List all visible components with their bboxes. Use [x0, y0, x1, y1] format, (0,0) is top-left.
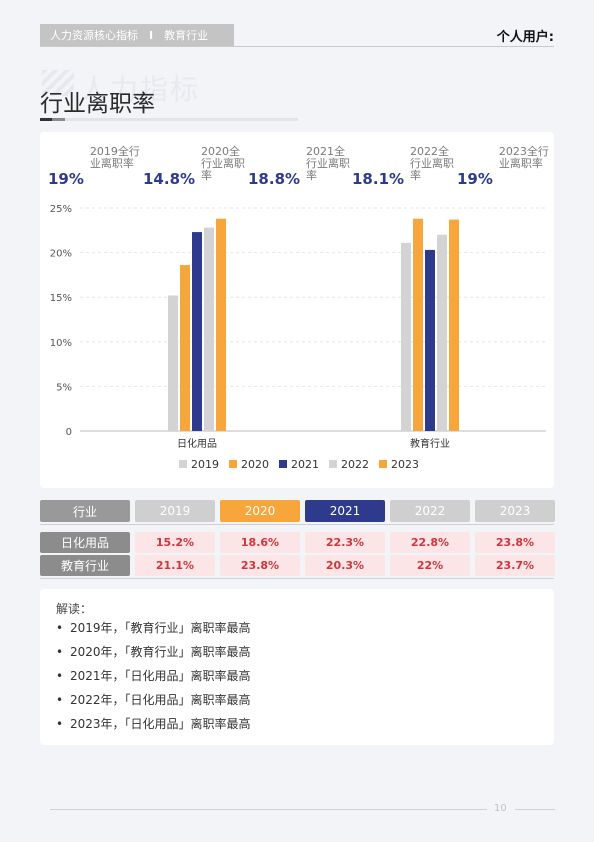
- table-divider: [40, 524, 554, 525]
- insight-text: 2021年，「日化用品」离职率最高: [70, 669, 251, 683]
- insight-title: 解读：: [56, 602, 93, 616]
- bar: [192, 232, 202, 431]
- page-title: 行业离职率: [40, 91, 155, 117]
- table-cell: 20.3%: [305, 555, 385, 576]
- bar: [437, 234, 447, 431]
- stat-value: 14.8%: [143, 170, 196, 188]
- legend-swatch: [329, 460, 337, 468]
- stat-value: 18.1%: [352, 170, 405, 188]
- legend-swatch: [379, 460, 387, 468]
- watermark-stripes-icon: [42, 70, 74, 96]
- table-cell: 23.8%: [475, 532, 555, 553]
- legend-label: 2020: [241, 458, 269, 471]
- y-tick-label: 0: [66, 427, 72, 438]
- user-label: 个人用户:: [496, 30, 554, 45]
- bar: [425, 249, 435, 431]
- row-header: 教育行业: [40, 555, 130, 576]
- stat-label: 2021全行业离职率: [306, 145, 351, 182]
- list-item: • 2023年，「日化用品」离职率最高: [56, 718, 251, 742]
- table-divider: [40, 578, 554, 579]
- table-header-year[interactable]: 2021: [305, 500, 385, 522]
- turnover-bar-chart: 0 5% 10% 15% 20% 25% 日化用品 教育行业 2019 2020 2021 2022 2…: [50, 204, 546, 471]
- footer-divider: [515, 809, 555, 810]
- table-header-year[interactable]: 2019: [135, 500, 215, 522]
- bar: [401, 242, 411, 431]
- insight-card: 解读： • 2019年，「教育行业」离职率最高 • 2020年，「教育行业」离职率最…: [40, 589, 554, 745]
- stat-2022: 18.1% 2022全行业离职率: [352, 145, 455, 189]
- list-item: • 2020年，「教育行业」离职率最高: [56, 646, 251, 670]
- chart-card: 19% 2019全行业离职率 14.8% 2020全行业离职率 18.8% 20…: [40, 132, 554, 488]
- y-tick-label: 20%: [50, 249, 72, 260]
- table-cell: 21.1%: [135, 555, 215, 576]
- stat-value: 19%: [48, 170, 84, 188]
- watermark-text: 人力指标: [80, 73, 201, 106]
- bar: [216, 218, 226, 431]
- legend-label: 2023: [391, 458, 419, 471]
- y-tick-label: 5%: [56, 382, 72, 393]
- breadcrumb: 人力资源核心指标 I 教育行业: [40, 24, 234, 46]
- insight-text: 2023年，「日化用品」离职率最高: [70, 717, 251, 731]
- stat-value: 18.8%: [248, 170, 301, 188]
- legend-swatch: [279, 460, 287, 468]
- bar: [180, 265, 190, 431]
- table-header: 行业 2019 2020 2021 2022 2023: [40, 500, 555, 522]
- insight-text: 2022年，「日化用品」离职率最高: [70, 693, 251, 707]
- insight-text: 2020年，「教育行业」离职率最高: [70, 645, 251, 659]
- legend-swatch: [229, 460, 237, 468]
- table-header-year[interactable]: 2023: [475, 500, 555, 522]
- table-cell: 22.3%: [305, 532, 385, 553]
- row-header: 日化用品: [40, 532, 130, 553]
- insight-list: • 2019年，「教育行业」离职率最高 • 2020年，「教育行业」离职率最高 • 2…: [56, 622, 251, 742]
- list-item: • 2019年，「教育行业」离职率最高: [56, 622, 251, 646]
- table-header-year[interactable]: 2020: [220, 500, 300, 522]
- table-cell: 15.2%: [135, 532, 215, 553]
- breadcrumb-item-hr-metrics[interactable]: 人力资源核心指标: [50, 29, 138, 42]
- table-row: 教育行业 21.1% 23.8% 20.3% 22% 23.7%: [40, 555, 555, 576]
- legend-swatch: [179, 460, 187, 468]
- stat-2020: 14.8% 2020全行业离职率: [143, 145, 246, 189]
- legend-label: 2022: [341, 458, 369, 471]
- bar: [449, 219, 459, 431]
- header-divider: [40, 46, 554, 47]
- y-tick-label: 10%: [50, 338, 72, 349]
- stat-label: 2020全行业离职率: [201, 145, 246, 182]
- breadcrumb-item-education[interactable]: 教育行业: [164, 29, 209, 42]
- table-header-year[interactable]: 2022: [390, 500, 470, 522]
- table-row: 日化用品 15.2% 18.6% 22.3% 22.8% 23.8%: [40, 532, 555, 553]
- breadcrumb-separator: I: [149, 28, 154, 42]
- y-tick-label: 25%: [50, 204, 72, 215]
- footer-divider: [50, 809, 487, 810]
- x-tick-label: 日化用品: [177, 437, 217, 450]
- summary-stats: 19% 2019全行业离职率 14.8% 2020全行业离职率 18.8% 20…: [40, 146, 554, 190]
- x-tick-label: 教育行业: [410, 437, 450, 450]
- y-tick-label: 15%: [50, 293, 72, 304]
- table-cell: 23.7%: [475, 555, 555, 576]
- legend-label: 2019: [191, 458, 219, 471]
- list-item: • 2022年，「日化用品」离职率最高: [56, 694, 251, 718]
- title-underline: [40, 118, 298, 121]
- stat-value: 19%: [457, 170, 493, 188]
- stat-label: 2019全行业离职率: [89, 145, 140, 170]
- legend-label: 2021: [291, 458, 319, 471]
- bar: [168, 295, 178, 431]
- table-cell: 18.6%: [220, 532, 300, 553]
- stat-2021: 18.8% 2021全行业离职率: [248, 145, 351, 189]
- list-item: • 2021年，「日化用品」离职率最高: [56, 670, 251, 694]
- stat-2019: 19% 2019全行业离职率: [48, 145, 140, 189]
- stat-label: 2022全行业离职率: [410, 145, 455, 182]
- stat-label: 2023全行业离职率: [498, 145, 549, 170]
- table-cell: 22.8%: [390, 532, 470, 553]
- bar: [413, 218, 423, 431]
- table-cell: 22%: [390, 555, 470, 576]
- table-header-industry: 行业: [40, 500, 130, 522]
- table-cell: 23.8%: [220, 555, 300, 576]
- page-number: 10: [494, 803, 507, 814]
- stat-2023: 19% 2023全行业离职率: [457, 145, 549, 189]
- bar: [204, 227, 214, 431]
- insight-text: 2019年，「教育行业」离职率最高: [70, 621, 251, 635]
